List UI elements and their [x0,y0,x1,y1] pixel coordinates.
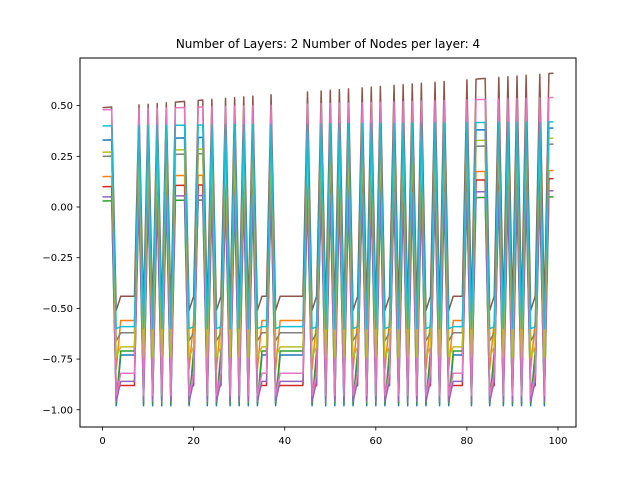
x-tick-label: 80 [461,436,474,447]
y-axis: −1.00 −0.75 −0.50 −0.25 0.00 0.25 0.50 [42,101,80,416]
chart-title: Number of Layers: 2 Number of Nodes per … [176,37,480,51]
series-layer [102,72,554,407]
x-axis: 0 20 40 60 80 100 [99,427,568,447]
y-tick-label: −0.50 [42,304,73,315]
x-tick-label: 0 [99,436,105,447]
x-tick-label: 60 [369,436,382,447]
y-tick-label: −0.75 [42,355,73,366]
x-tick-label: 40 [278,436,291,447]
y-tick-label: 0.00 [51,203,73,214]
y-tick-label: 0.25 [51,152,73,163]
y-tick-label: 0.50 [51,101,73,112]
y-tick-label: −0.25 [42,253,73,264]
x-tick-label: 20 [187,436,200,447]
series-line-9 [102,121,554,330]
plot-frame [79,57,577,428]
series-line-4 [102,190,554,403]
x-tick-label: 100 [548,436,567,447]
y-tick-label: −1.00 [42,405,73,416]
